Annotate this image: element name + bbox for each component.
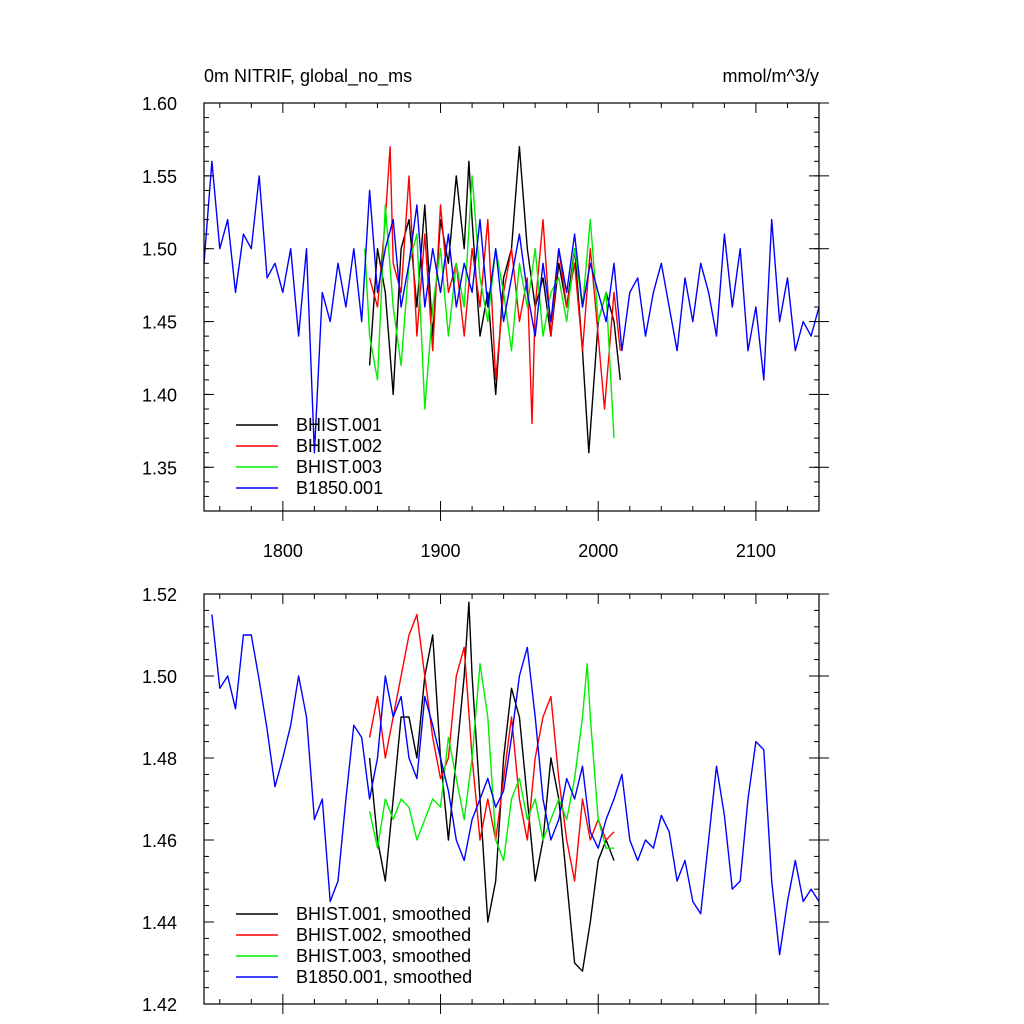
top-units: mmol/m^3/y (723, 66, 819, 86)
bottom-legend-label-2: BHIST.003, smoothed (296, 946, 471, 966)
top-legend-label-0: BHIST.001 (296, 415, 382, 435)
bottom-series-line-1 (368, 613, 615, 882)
top-x-tick-label: 1800 (263, 541, 303, 561)
top-x-tick-label: 2000 (578, 541, 618, 561)
top-legend-label-1: BHIST.002 (296, 436, 382, 456)
top-title: 0m NITRIF, global_no_ms (204, 66, 412, 87)
bottom-y-tick-label: 1.48 (142, 749, 177, 769)
top-legend-label-3: B1850.001 (296, 478, 383, 498)
top-x-tick-label: 2100 (736, 541, 776, 561)
top-series-line-2 (364, 175, 615, 439)
top-y-tick-label: 1.60 (142, 94, 177, 114)
bottom-series-line-3 (211, 614, 820, 956)
bottom-legend-label-3: B1850.001, smoothed (296, 967, 472, 987)
bottom-y-tick-label: 1.52 (142, 585, 177, 605)
top-legend-label-2: BHIST.003 (296, 457, 382, 477)
bottom-legend-label-0: BHIST.001, smoothed (296, 904, 471, 924)
bottom-plot-frame (203, 593, 820, 1005)
bottom-y-tick-label: 1.42 (142, 995, 177, 1015)
bottom-y-tick-label: 1.44 (142, 913, 177, 933)
top-y-tick-label: 1.45 (142, 313, 177, 333)
top-panel: 0m NITRIF, global_no_ms mmol/m^3/y 1800 1… (142, 66, 829, 561)
bottom-axes: 1.42 1.44 1.46 1.48 1.50 1.52 (142, 585, 829, 1015)
bottom-series-lines (211, 601, 820, 972)
top-y-tick-label: 1.50 (142, 240, 177, 260)
bottom-panel: 1.42 1.44 1.46 1.48 1.50 1.52 BHIST.001, smoo… (142, 585, 829, 1015)
top-plot-frame (203, 102, 820, 512)
top-series-line-3 (203, 160, 820, 454)
top-x-tick-label: 1900 (421, 541, 461, 561)
top-series-lines (203, 145, 820, 454)
bottom-y-tick-label: 1.50 (142, 667, 177, 687)
top-y-tick-label: 1.35 (142, 458, 177, 478)
top-series-line-1 (368, 145, 621, 425)
top-axes: 1800 1900 2000 2100 1.35 1.40 1.45 1.50 1.55 1.60 (142, 94, 829, 561)
bottom-series-line-2 (368, 663, 614, 862)
bottom-y-tick-label: 1.46 (142, 831, 177, 851)
bottom-series-line-0 (368, 601, 615, 972)
bottom-legend-label-1: BHIST.002, smoothed (296, 925, 471, 945)
top-y-tick-label: 1.40 (142, 385, 177, 405)
top-y-tick-label: 1.55 (142, 167, 177, 187)
